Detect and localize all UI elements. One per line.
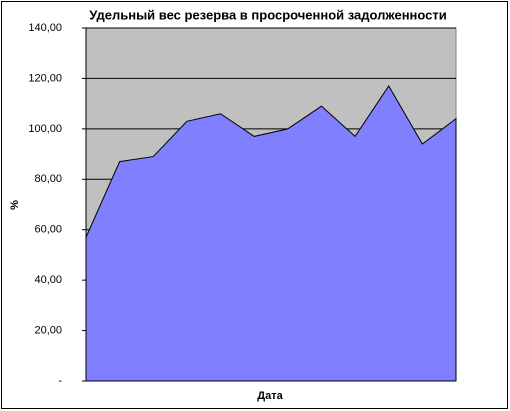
chart-title: Удельный вес резерва в просроченной задо… <box>89 7 447 22</box>
area <box>85 85 457 382</box>
y-tick-label: 20,00 <box>34 324 62 336</box>
y-tick-label: 120,00 <box>28 72 62 84</box>
x-axis-title: Дата <box>257 390 283 402</box>
y-tick-label: 80,00 <box>34 173 62 185</box>
y-tick-label: 100,00 <box>28 123 62 135</box>
y-tick-label: 60,00 <box>34 224 62 236</box>
y-tick-label: - <box>58 375 62 387</box>
y-tick-label: 40,00 <box>34 274 62 286</box>
y-axis-title: % <box>9 200 21 210</box>
y-tick-label: 140,00 <box>28 22 62 34</box>
